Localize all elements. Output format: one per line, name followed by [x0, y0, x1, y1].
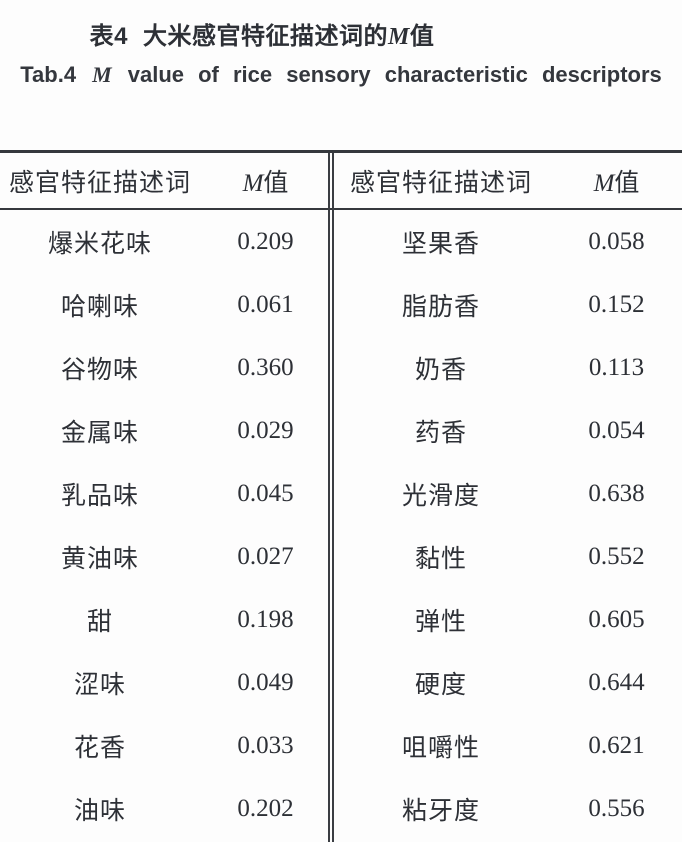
cell-descriptor-right: 硬度	[414, 671, 467, 699]
cell-descriptor-left: 谷物味	[60, 356, 139, 384]
cell-mvalue-right: 0.552	[588, 542, 645, 570]
cell-mvalue-right: 0.638	[588, 479, 645, 507]
table-body: 爆米花味 0.209 坚果香 0.058 哈喇味 0.061 脂肪香 0.152…	[0, 210, 682, 840]
header-value-suffix-left: 值	[263, 169, 289, 197]
cell-descriptor-left: 爆米花味	[47, 230, 152, 258]
cell-descriptor-right: 脂肪香	[401, 293, 480, 321]
cell-mvalue-right: 0.605	[588, 605, 645, 633]
table-title-zh-suffix: 值	[409, 23, 435, 50]
table-title-zh: 表4 大米感官特征描述词的M值	[0, 16, 524, 51]
cell-mvalue-right: 0.556	[588, 794, 645, 822]
cell-mvalue-left: 0.027	[237, 542, 294, 570]
table-title-en-text: value of rice sensory characteristic des…	[127, 62, 662, 87]
cell-mvalue-right: 0.058	[588, 227, 645, 255]
table-row: 哈喇味 0.061 脂肪香 0.152	[0, 273, 682, 336]
table-row: 涩味 0.049 硬度 0.644	[0, 651, 682, 714]
column-header-mvalue-left: M值	[200, 163, 331, 199]
cell-descriptor-left: 黄油味	[60, 545, 139, 573]
cell-descriptor-right: 药香	[414, 419, 467, 447]
cell-descriptor-left: 涩味	[73, 671, 126, 699]
table-title-zh-text: 大米感官特征描述词的	[143, 23, 388, 50]
header-value-suffix-right: 值	[614, 169, 640, 197]
table-row: 花香 0.033 咀嚼性 0.621	[0, 714, 682, 777]
table-title-en: Tab.4 M value of rice sensory characteris…	[0, 62, 682, 88]
cell-descriptor-right: 黏性	[414, 545, 467, 573]
title-m-symbol: M	[388, 24, 410, 50]
subtitle-m-symbol: M	[92, 62, 112, 87]
cell-mvalue-left: 0.045	[237, 479, 294, 507]
center-divider-line	[328, 153, 334, 842]
cell-descriptor-left: 甜	[86, 608, 113, 636]
cell-mvalue-left: 0.061	[237, 290, 294, 318]
cell-mvalue-right: 0.113	[588, 353, 645, 381]
cell-descriptor-right: 坚果香	[401, 230, 480, 258]
cell-mvalue-right: 0.152	[588, 290, 645, 318]
table-row: 油味 0.202 粘牙度 0.556	[0, 777, 682, 840]
table-header-row: 感官特征描述词 M值 感官特征描述词 M值	[0, 153, 682, 210]
cell-descriptor-left: 金属味	[60, 419, 139, 447]
cell-mvalue-right: 0.621	[588, 731, 645, 759]
cell-mvalue-left: 0.198	[237, 605, 294, 633]
table-row: 乳品味 0.045 光滑度 0.638	[0, 462, 682, 525]
cell-mvalue-left: 0.029	[237, 416, 294, 444]
paper-page: 表4 大米感官特征描述词的M值 Tab.4 M value of rice sens…	[0, 16, 682, 842]
table-row: 甜 0.198 弹性 0.605	[0, 588, 682, 651]
table-row: 爆米花味 0.209 坚果香 0.058	[0, 210, 682, 273]
header-m-symbol-right: M	[593, 169, 615, 197]
column-header-descriptor-right: 感官特征描述词	[349, 169, 532, 197]
table-number-en: Tab.4	[20, 62, 77, 87]
table-row: 黄油味 0.027 黏性 0.552	[0, 525, 682, 588]
cell-mvalue-left: 0.202	[237, 794, 294, 822]
cell-descriptor-right: 光滑度	[401, 482, 480, 510]
cell-descriptor-left: 油味	[73, 797, 126, 825]
cell-descriptor-right: 咀嚼性	[401, 734, 480, 762]
sensory-descriptor-table: 感官特征描述词 M值 感官特征描述词 M值 爆米花味 0.209 坚果香 0.0…	[0, 150, 682, 842]
cell-descriptor-left: 哈喇味	[60, 293, 139, 321]
cell-mvalue-left: 0.033	[237, 731, 294, 759]
cell-mvalue-left: 0.360	[237, 353, 294, 381]
cell-descriptor-left: 花香	[73, 734, 126, 762]
cell-mvalue-left: 0.209	[237, 227, 294, 255]
table-row: 谷物味 0.360 奶香 0.113	[0, 336, 682, 399]
table-row: 金属味 0.029 药香 0.054	[0, 399, 682, 462]
cell-descriptor-right: 粘牙度	[401, 797, 480, 825]
header-m-symbol-left: M	[242, 169, 264, 197]
cell-descriptor-right: 奶香	[414, 356, 467, 384]
column-header-mvalue-right: M值	[551, 163, 682, 199]
cell-mvalue-right: 0.644	[588, 668, 645, 696]
cell-mvalue-left: 0.049	[237, 668, 294, 696]
cell-descriptor-right: 弹性	[414, 608, 467, 636]
cell-descriptor-left: 乳品味	[60, 482, 139, 510]
cell-mvalue-right: 0.054	[588, 416, 645, 444]
table-number-zh: 表4	[89, 23, 128, 50]
column-header-descriptor-left: 感官特征描述词	[8, 169, 191, 197]
